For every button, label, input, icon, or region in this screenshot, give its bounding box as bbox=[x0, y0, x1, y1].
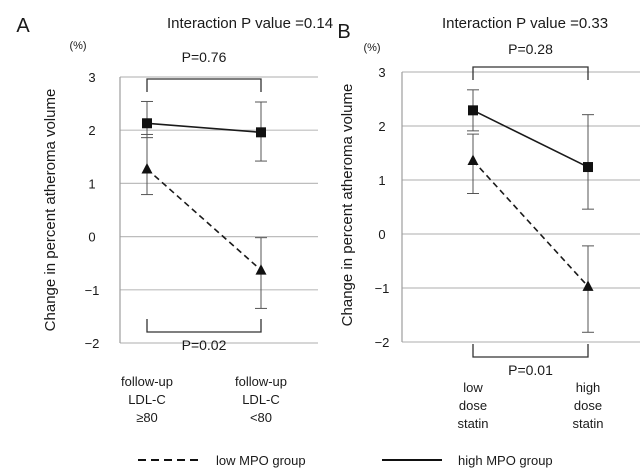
series-line-high-mpo bbox=[472, 109, 589, 168]
data-point-high-mpo bbox=[142, 118, 152, 129]
y-unit-label: (%) bbox=[363, 42, 380, 54]
data-point-low-mpo bbox=[141, 163, 153, 174]
legend: low MPO group high MPO group bbox=[138, 453, 553, 468]
y-tick-label: −1 bbox=[85, 283, 100, 298]
x-tick-label: statin bbox=[457, 416, 488, 431]
bracket-bottom-label: P=0.01 bbox=[508, 362, 553, 378]
bracket-bottom bbox=[472, 344, 589, 358]
bracket-top bbox=[146, 78, 262, 92]
bracket-top-label: P=0.76 bbox=[182, 49, 227, 65]
chart-title: Interaction P value =0.14 bbox=[167, 15, 333, 32]
data-point-high-mpo bbox=[256, 127, 266, 138]
y-tick-label: 2 bbox=[88, 123, 95, 138]
y-tick-label: −2 bbox=[85, 336, 100, 351]
y-tick-label: 0 bbox=[88, 230, 95, 245]
legend-label: low MPO group bbox=[216, 453, 306, 468]
data-point-high-mpo bbox=[468, 105, 478, 116]
bracket-bottom-label: P=0.02 bbox=[182, 337, 227, 353]
y-tick-label: 1 bbox=[378, 173, 385, 188]
bracket-top-label: P=0.28 bbox=[508, 41, 553, 57]
y-tick-label: −1 bbox=[375, 281, 390, 296]
y-tick-label: 2 bbox=[378, 119, 385, 134]
panel-label: A bbox=[16, 15, 30, 37]
x-tick-label: LDL-C bbox=[128, 392, 166, 407]
y-tick-label: 3 bbox=[88, 70, 95, 85]
data-point-low-mpo bbox=[582, 280, 594, 291]
x-tick-label: follow-up bbox=[121, 374, 173, 389]
panel-b: B Interaction P value =0.33 (%) 3 2 1 0 −1 −2 Cha… bbox=[337, 15, 640, 431]
x-tick-label: ≥80 bbox=[136, 410, 158, 425]
panel-label: B bbox=[337, 21, 350, 43]
x-tick-label: dose bbox=[574, 398, 602, 413]
y-axis-title: Change in percent atheroma volume bbox=[339, 84, 356, 327]
x-tick-label: LDL-C bbox=[242, 392, 280, 407]
x-tick-label: high bbox=[576, 380, 601, 395]
x-tick-label: follow-up bbox=[235, 374, 287, 389]
y-tick-label: 1 bbox=[88, 176, 95, 191]
x-tick-label: dose bbox=[459, 398, 487, 413]
x-tick-label: <80 bbox=[250, 410, 272, 425]
y-tick-label: 3 bbox=[378, 65, 385, 80]
data-point-low-mpo bbox=[467, 154, 479, 166]
y-tick-label: 0 bbox=[378, 227, 385, 242]
legend-label: high MPO group bbox=[458, 453, 553, 468]
x-tick-label: low bbox=[463, 380, 483, 395]
series-line-low-mpo bbox=[146, 168, 262, 271]
y-unit-label: (%) bbox=[69, 40, 86, 52]
bracket-bottom bbox=[146, 319, 262, 333]
chart-title: Interaction P value =0.33 bbox=[442, 15, 608, 32]
series-line-high-mpo bbox=[146, 122, 262, 134]
y-tick-label: −2 bbox=[375, 335, 390, 350]
x-tick-label: statin bbox=[572, 416, 603, 431]
series-line-low-mpo bbox=[472, 160, 589, 287]
data-point-low-mpo bbox=[255, 264, 267, 275]
y-axis-title: Change in percent atheroma volume bbox=[42, 89, 59, 332]
data-point-high-mpo bbox=[583, 162, 593, 173]
panel-a: A Interaction P value =0.14 (%) 3 2 1 0 −1 −2 Cha… bbox=[16, 15, 333, 425]
bracket-top bbox=[472, 66, 589, 80]
